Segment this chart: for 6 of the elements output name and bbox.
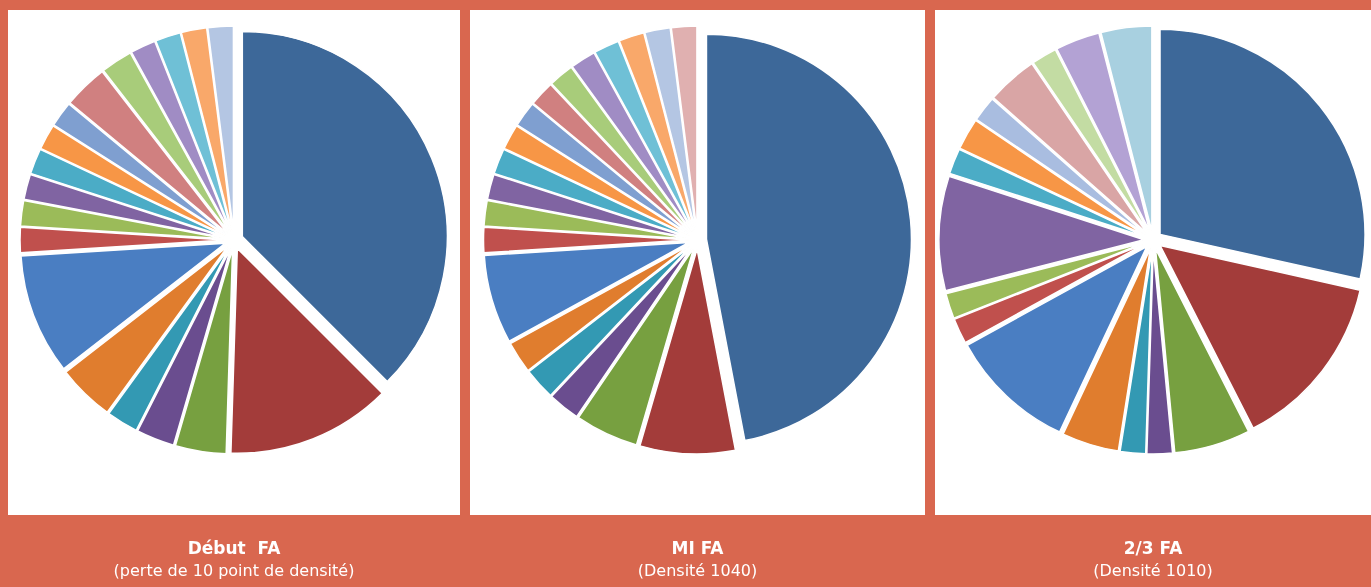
text: (perte de 10 point de densité) — [113, 561, 355, 580]
text: (Densité 1010) — [1093, 561, 1213, 580]
text: 2/3 FA — [1123, 538, 1184, 558]
text: (Densité 1040) — [637, 561, 758, 580]
text: Début FA — [187, 538, 282, 558]
text: MI FA — [671, 538, 725, 558]
